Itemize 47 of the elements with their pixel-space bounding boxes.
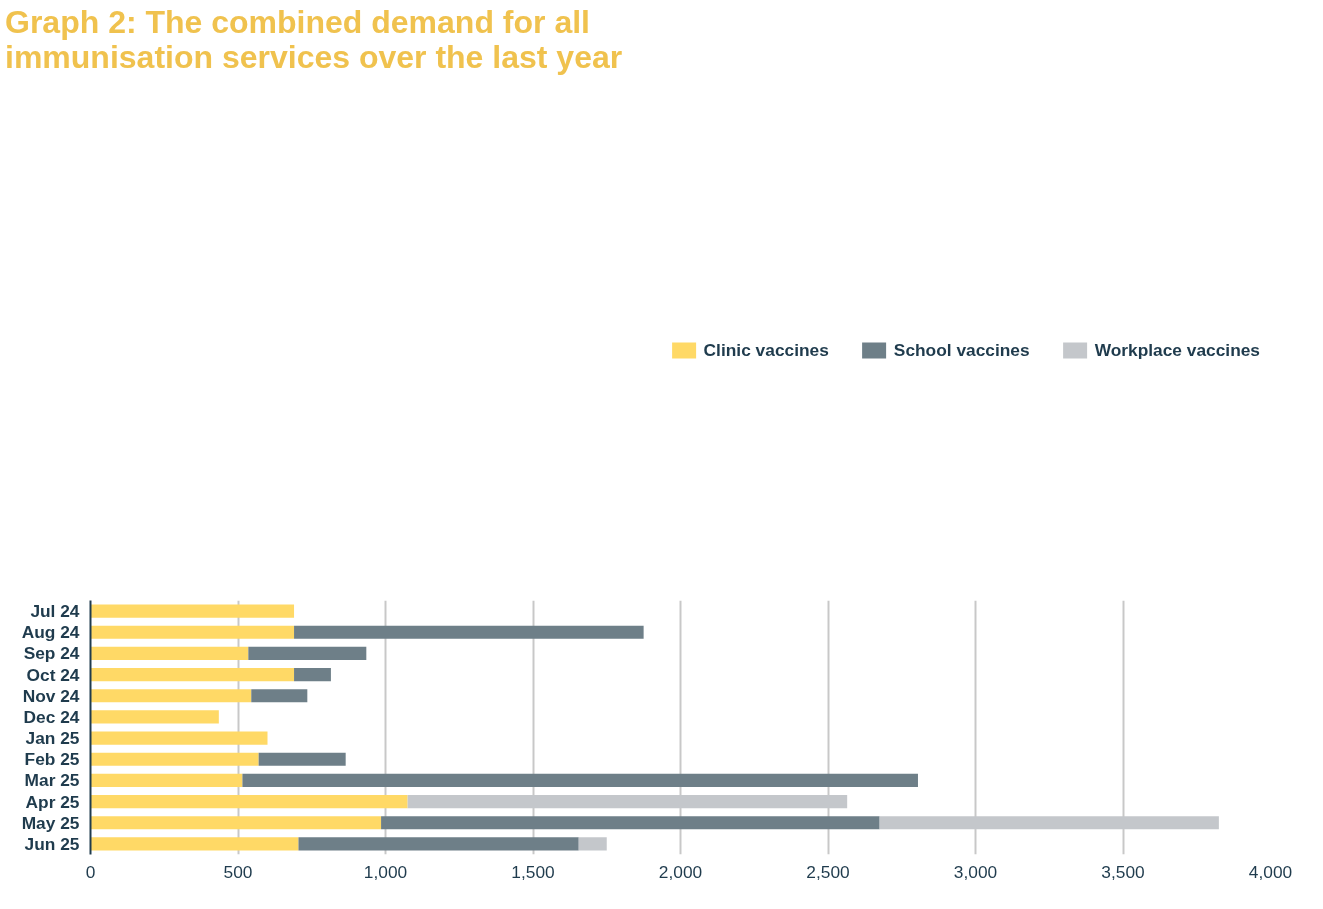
x-tick-label: 0	[85, 861, 96, 882]
bar	[248, 647, 367, 661]
y-tick-label: Aug 24	[21, 622, 80, 643]
bar	[90, 647, 249, 661]
bar	[381, 816, 880, 830]
bar	[294, 668, 331, 682]
x-tick-label: 1,500	[511, 861, 555, 882]
bar	[90, 816, 382, 830]
x-tick-label: 500	[223, 861, 253, 882]
x-tick-label: 1,000	[363, 861, 408, 882]
bar	[90, 604, 295, 619]
legend-label: Workplace vaccines	[1094, 339, 1260, 361]
bar	[90, 710, 219, 724]
chart-title: Graph 2: The combined demand for all immunisation services over the last year	[5, 4, 624, 76]
y-tick-label: May 25	[21, 813, 80, 834]
y-tick-label: Mar 25	[24, 770, 80, 791]
legend-label: Clinic vaccines	[703, 339, 829, 361]
bar	[90, 731, 268, 746]
x-tick-label: 4,000	[1248, 861, 1293, 882]
y-tick-label: Oct 24	[26, 664, 80, 685]
bar	[242, 774, 918, 788]
bar	[90, 668, 295, 682]
x-tick-label: 3,500	[1101, 861, 1145, 882]
y-tick-label: Sep 24	[23, 643, 80, 664]
bar	[251, 689, 308, 703]
bar	[578, 837, 607, 851]
x-tick-label: 2,500	[806, 861, 850, 882]
bar	[90, 753, 259, 767]
bar	[258, 753, 346, 767]
bar	[90, 774, 243, 788]
bar	[407, 795, 848, 809]
y-tick-label: Jan 25	[25, 728, 80, 749]
y-tick-label: Jun 25	[24, 834, 80, 855]
bar	[90, 626, 295, 640]
bar	[90, 689, 252, 703]
bar	[90, 795, 408, 809]
y-tick-label: Apr 25	[25, 791, 80, 812]
x-tick-label: 3,000	[953, 861, 998, 882]
bar	[90, 837, 299, 851]
y-tick-label: Dec 24	[23, 707, 80, 728]
y-tick-label: Nov 24	[22, 686, 80, 707]
bar	[294, 626, 644, 640]
y-tick-label: Feb 25	[24, 749, 80, 770]
legend-label: School vaccines	[893, 339, 1030, 361]
bar	[298, 837, 579, 851]
x-tick-label: 2,000	[658, 861, 703, 882]
y-tick-label: Jul 24	[30, 601, 80, 622]
